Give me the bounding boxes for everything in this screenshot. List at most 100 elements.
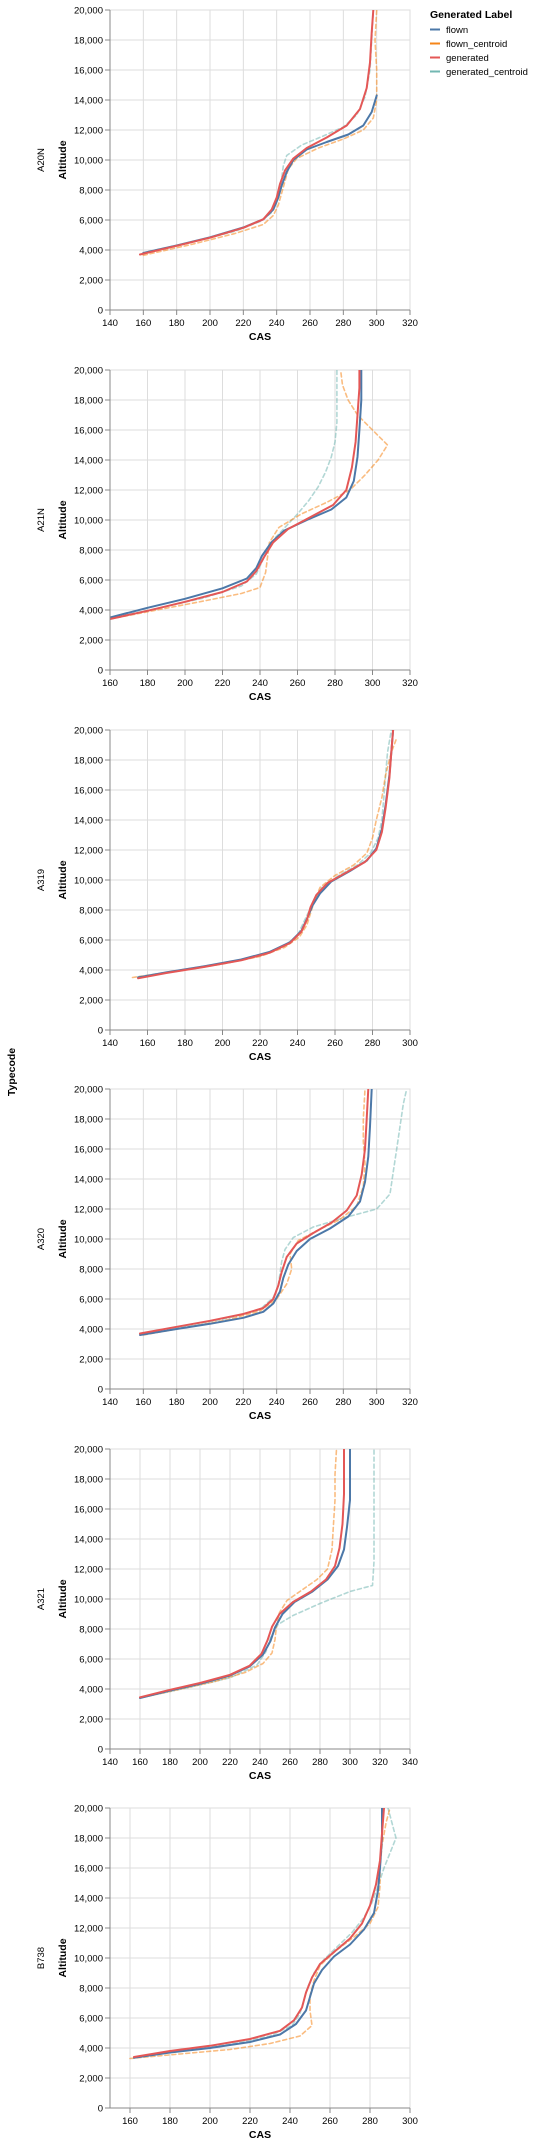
x-tick-label: 260 (302, 1397, 318, 1408)
y-tick-label: 16,000 (74, 66, 103, 77)
x-axis-title: CAS (249, 1051, 271, 1063)
legend-item: generated (430, 53, 489, 64)
y-tick-label: 20,000 (74, 1085, 103, 1096)
x-tick-label: 180 (169, 318, 185, 329)
y-tick-label: 10,000 (74, 1235, 103, 1246)
gridlines (110, 1807, 411, 2109)
x-tick-label: 240 (282, 2116, 298, 2127)
y-tick-label: 14,000 (74, 1535, 103, 1546)
series-line-generated (139, 1449, 345, 1699)
x-tick-label: 220 (215, 678, 231, 689)
x-axis: 160 180 200 220 240 260 280 300 CAS (110, 2107, 418, 2141)
y-tick-label: 16,000 (74, 1505, 103, 1516)
x-tick-label: 220 (235, 318, 251, 329)
y-tick-label: 6,000 (79, 576, 103, 587)
y-tick-label: 18,000 (74, 36, 103, 47)
x-tick-label: 280 (312, 1757, 328, 1768)
series-line-generated (139, 10, 375, 256)
y-axis-title: Altitude (57, 1938, 69, 1977)
y-axis: 0 2,000 4,000 6,000 8,000 10,000 12,000 14,000 1… (57, 1085, 111, 1396)
y-tick-label: 10,000 (74, 516, 103, 527)
x-axis: 140 160 180 200 220 240 260 280 300 320 CAS (102, 1388, 418, 1422)
y-tick-label: 14,000 (74, 816, 103, 827)
x-tick-label: 300 (365, 678, 381, 689)
series-line-flown (142, 94, 378, 254)
y-tick-label: 16,000 (74, 426, 103, 437)
y-axis-title: Altitude (57, 860, 69, 899)
facet-label: A321 (36, 1588, 47, 1610)
y-axis-title: Altitude (57, 140, 69, 179)
x-tick-label: 240 (269, 318, 285, 329)
y-tick-label: 20,000 (74, 366, 103, 377)
series-layer (110, 370, 389, 620)
y-tick-label: 14,000 (74, 456, 103, 467)
x-tick-label: 300 (369, 1397, 385, 1408)
x-tick-label: 240 (290, 1038, 306, 1049)
series-line-flown (139, 1089, 373, 1336)
x-axis: 140 160 180 200 220 240 260 280 300 320 340 CAS (102, 1748, 418, 1782)
series-line-flown (110, 370, 363, 619)
facet-a319: 140 160 180 200 220 240 260 280 300 CAS 0 2,000 4,00… (36, 726, 418, 1064)
gridlines (109, 1448, 411, 1750)
y-tick-label: 16,000 (74, 786, 103, 797)
x-tick-label: 240 (252, 678, 268, 689)
y-tick-label: 2,000 (79, 1715, 103, 1726)
y-tick-label: 8,000 (79, 1625, 103, 1636)
y-tick-label: 2,000 (79, 1355, 103, 1366)
y-tick-label: 18,000 (74, 1834, 103, 1845)
x-axis: 140 160 180 200 220 240 260 280 300 320 CAS (102, 309, 418, 343)
y-tick-label: 12,000 (74, 846, 103, 857)
x-tick-label: 180 (169, 1397, 185, 1408)
x-axis-title: CAS (249, 1770, 271, 1782)
series-line-flown-centroid (142, 10, 378, 257)
x-tick-label: 200 (202, 318, 218, 329)
series-line-flown-centroid (110, 370, 389, 620)
x-tick-label: 300 (369, 318, 385, 329)
y-tick-label: 14,000 (74, 1175, 103, 1186)
x-tick-label: 280 (327, 678, 343, 689)
x-tick-label: 180 (162, 2116, 178, 2127)
y-tick-label: 18,000 (74, 756, 103, 767)
x-tick-label: 200 (202, 1397, 218, 1408)
y-tick-label: 0 (98, 1026, 103, 1037)
x-tick-label: 180 (140, 678, 156, 689)
facets-layer: 140 160 180 200 220 240 260 280 300 320 CAS 0 2,000 4… (36, 6, 418, 2142)
y-tick-label: 18,000 (74, 1115, 103, 1126)
y-tick-label: 10,000 (74, 1595, 103, 1606)
series-line-generated (110, 370, 361, 620)
y-tick-label: 4,000 (79, 246, 103, 257)
y-tick-label: 12,000 (74, 1924, 103, 1935)
y-axis: 0 2,000 4,000 6,000 8,000 10,000 12,000 14,000 1… (57, 1804, 111, 2115)
y-tick-label: 20,000 (74, 726, 103, 737)
facet-a20n: 140 160 180 200 220 240 260 280 300 320 CAS 0 2,000 4… (36, 6, 418, 344)
y-tick-label: 20,000 (74, 1804, 103, 1815)
facet-b738: 160 180 200 220 240 260 280 300 CAS 0 2,000 4,000 6,… (36, 1804, 418, 2142)
y-tick-label: 16,000 (74, 1145, 103, 1156)
y-tick-label: 4,000 (79, 1685, 103, 1696)
y-tick-label: 0 (98, 1745, 103, 1756)
series-line-generated-centroid (110, 370, 338, 620)
x-tick-label: 140 (102, 318, 118, 329)
y-tick-label: 8,000 (79, 1265, 103, 1276)
series-line-flown (139, 1449, 351, 1699)
y-tick-label: 4,000 (79, 2044, 103, 2055)
x-tick-label: 300 (402, 1038, 418, 1049)
gridlines (109, 729, 411, 1031)
x-tick-label: 200 (202, 2116, 218, 2127)
x-tick-label: 340 (402, 1757, 418, 1768)
series-line-generated (133, 1808, 385, 2058)
legend-title: Generated Label (430, 9, 512, 21)
x-axis-title: CAS (249, 2129, 271, 2141)
x-tick-label: 240 (252, 1757, 268, 1768)
y-tick-label: 12,000 (74, 1205, 103, 1216)
y-axis: 0 2,000 4,000 6,000 8,000 10,000 12,000 14,000 1… (57, 726, 111, 1037)
y-tick-label: 12,000 (74, 126, 103, 137)
y-tick-label: 20,000 (74, 1445, 103, 1456)
facet-a320: 140 160 180 200 220 240 260 280 300 320 CAS 0 2,000 4… (36, 1085, 418, 1423)
y-tick-label: 6,000 (79, 2014, 103, 2025)
x-axis-title: CAS (249, 691, 271, 703)
y-tick-label: 2,000 (79, 2074, 103, 2085)
series-line-flown-centroid (131, 736, 398, 979)
